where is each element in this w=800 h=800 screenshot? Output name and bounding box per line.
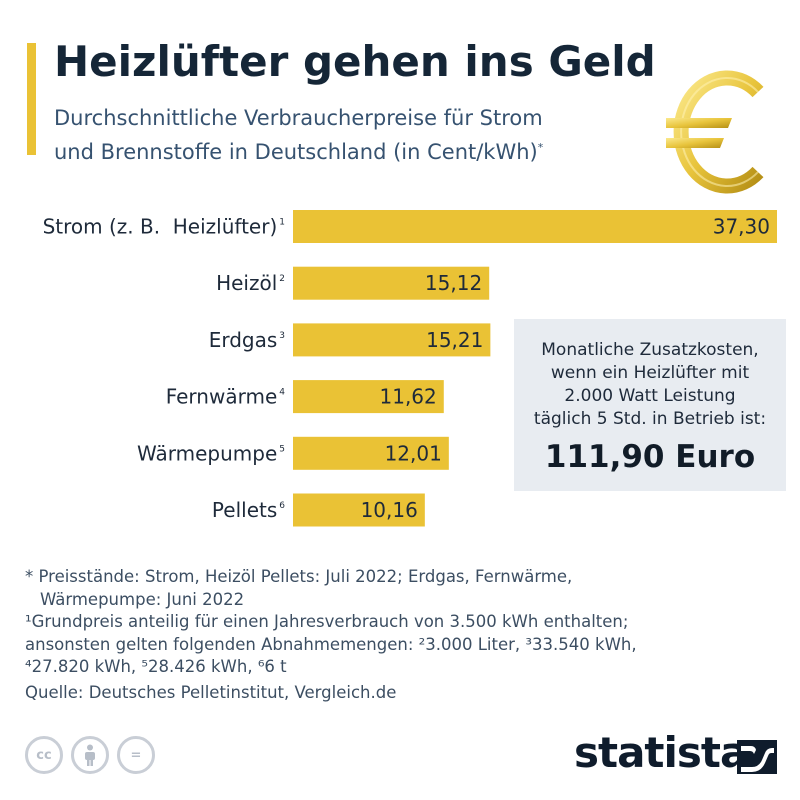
euro-icon	[666, 70, 764, 194]
info-line-4: täglich 5 Std. in Betrieb ist:	[533, 409, 767, 429]
category-label-3: Fernwärme 4	[166, 385, 286, 409]
bar-value-label-2: 15,21	[426, 328, 483, 352]
subtitle-line-2-text: und Brennstoffe in Deutschland (in Cent/…	[54, 140, 538, 164]
subtitle-asterisk: *	[537, 141, 544, 154]
category-label-0: Strom (z. B. Heizlüfter) 1	[43, 215, 285, 239]
subtitle-line-2: und Brennstoffe in Deutschland (in Cent/…	[54, 133, 654, 167]
statista-logo-text[interactable]: statista	[574, 728, 748, 777]
footnote-asterisk-line-2: Wärmepumpe: Juni 2022	[40, 589, 245, 609]
info-value: 111,90 Euro	[544, 439, 756, 475]
bar-2	[293, 323, 491, 357]
bar-1	[293, 266, 490, 300]
bar-0	[293, 210, 777, 243]
info-line-1: Monatliche Zusatzkosten,	[541, 340, 759, 360]
footnote-mark-3: 4	[279, 388, 285, 398]
footnote-asterisk-line-1: * Preisstände: Strom, Heizöl Pellets: Ju…	[25, 567, 573, 586]
footnote-1-line-3: ⁴27.820 kWh, ⁵28.426 kWh, ⁶6 t	[25, 657, 287, 676]
attribution-icon[interactable]	[71, 736, 109, 774]
license-icons: cc =	[25, 736, 155, 774]
category-label-2: Erdgas 3	[209, 328, 285, 352]
footnote-mark-4: 5	[279, 444, 285, 454]
footnote-1-line-1: ¹Grundpreis anteilig für einen Jahresver…	[25, 612, 629, 631]
bar-value-label-1: 15,12	[425, 271, 482, 295]
category-label-5: Pellets 6	[212, 498, 285, 522]
statista-logo-icon	[737, 740, 777, 774]
subtitle-line-1: Durchschnittliche Verbraucherpreise für …	[54, 106, 543, 130]
page-subtitle: Durchschnittliche Verbraucherpreise für …	[54, 104, 654, 167]
person-icon	[85, 744, 95, 766]
bar-value-label-4: 12,01	[385, 441, 442, 465]
category-label-4: Wärmepumpe 5	[137, 441, 285, 465]
cc-license-icon[interactable]: cc	[25, 736, 63, 774]
footnote-mark-0: 1	[279, 218, 285, 228]
footnotes: * Preisstände: Strom, Heizöl Pellets: Ju…	[25, 566, 765, 704]
page-title: Heizlüfter gehen ins Geld	[54, 37, 656, 86]
info-line-3: 2.000 Watt Leistung	[564, 386, 736, 406]
bar-value-label-0: 37,30	[713, 215, 770, 239]
bar-5	[293, 493, 425, 527]
bar-3	[293, 380, 444, 414]
category-label-1: Heizöl 2	[216, 271, 285, 295]
bar-4	[293, 436, 449, 470]
footnote-1-line-2: ansonsten gelten folgenden Abnahmemengen…	[25, 634, 637, 654]
info-line-2: wenn ein Heizlüfter mit	[550, 363, 750, 383]
footnote-mark-1: 2	[279, 274, 285, 284]
bar-value-label-5: 10,16	[361, 498, 418, 522]
info-box: Monatliche Zusatzkosten, wenn ein Heizlü…	[514, 319, 786, 491]
footnote-mark-5: 6	[279, 501, 285, 511]
no-derivatives-icon[interactable]: =	[117, 736, 155, 774]
footnote-mark-2: 3	[279, 331, 285, 341]
source-note: Quelle: Deutsches Pelletinstitut, Vergle…	[25, 682, 397, 702]
bar-value-label-3: 11,62	[380, 385, 437, 409]
accent-bar	[27, 43, 36, 155]
